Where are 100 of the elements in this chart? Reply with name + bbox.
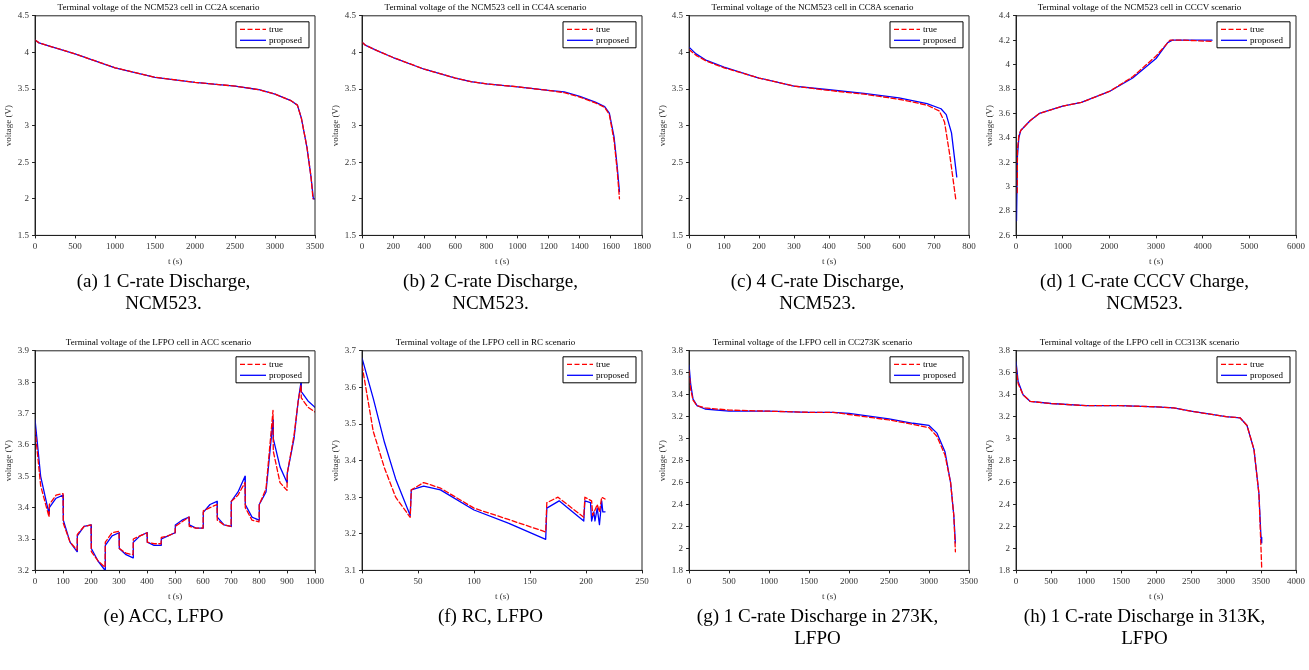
chart-title: Terminal voltage of the NCM523 cell in CC4A scenario [384, 1, 587, 12]
x-tick-label: 700 [224, 576, 239, 587]
legend-label: true [923, 358, 938, 369]
y-tick-label: 3.8 [17, 376, 30, 387]
y-tick-label: 3.1 [344, 564, 357, 575]
y-tick-label: 3.5 [344, 83, 357, 94]
x-tick-label: 500 [857, 241, 872, 252]
text: (b) 2 C-rate Discharge, NCM523. [402, 270, 579, 314]
x-tick-label: 0 [1013, 576, 1019, 587]
y-tick-label: 4.2 [998, 34, 1011, 45]
y-tick-label: 2 [678, 542, 684, 553]
legend-label: true [269, 23, 284, 34]
y-tick-label: 2.5 [17, 156, 30, 167]
x-tick-label: 400 [822, 241, 837, 252]
y-tick-label: 4 [24, 46, 30, 57]
y-tick-label: 3.6 [998, 107, 1011, 118]
x-tick-label: 1500 [800, 576, 819, 587]
y-tick-label: 3.4 [998, 132, 1011, 143]
x-tick-label: 600 [196, 576, 211, 587]
y-tick-label: 3.6 [17, 439, 30, 450]
x-tick-label: 1000 [306, 576, 325, 587]
y-tick-label: 2 [351, 193, 357, 204]
x-tick-label: 6000 [1287, 241, 1306, 252]
y-tick-label: 3.7 [17, 407, 30, 418]
chart-title: Terminal voltage of the LFPO cell in ACC scenario [65, 336, 252, 347]
x-tick-label: 2000 [1100, 241, 1119, 252]
x-tick-label: 1000 [508, 241, 528, 252]
y-tick-label: 1.5 [344, 229, 357, 240]
x-tick-label: 1000 [760, 576, 779, 587]
y-tick-label: 2 [678, 193, 684, 204]
x-tick-label: 1500 [1112, 576, 1131, 587]
y-tick-label: 2.4 [671, 498, 684, 509]
x-tick-label: 0 [1013, 241, 1019, 252]
text: (g) 1 C-rate Discharge in 273K, LFPO [695, 605, 940, 649]
y-tick-label: 3.2 [998, 411, 1011, 422]
text: (h) 1 C-rate Discharge in 313K, LFPO [1022, 605, 1267, 649]
x-tick-label: 400 [140, 576, 155, 587]
y-axis-title: voltage (V) [656, 439, 667, 482]
y-axis-title: voltage (V) [2, 104, 13, 147]
legend-label: true [269, 358, 284, 369]
y-tick-label: 3 [678, 119, 684, 130]
legend-label: proposed [1250, 34, 1284, 45]
y-tick-label: 3.2 [344, 528, 357, 539]
y-tick-label: 2.8 [671, 454, 684, 465]
legend-label: proposed [596, 369, 630, 380]
legend-label: proposed [1250, 369, 1284, 380]
y-tick-label: 2.5 [344, 156, 357, 167]
y-tick-label: 3.6 [344, 381, 357, 392]
x-tick-label: 2000 [840, 576, 859, 587]
x-axis-title: t (s) [821, 590, 837, 601]
x-tick-label: 1400 [570, 241, 590, 252]
x-tick-label: 4000 [1193, 241, 1213, 252]
x-tick-label: 3000 [1147, 241, 1166, 252]
y-tick-label: 2.2 [998, 520, 1011, 531]
x-tick-label: 400 [417, 241, 432, 252]
text: (a) 1 C-rate Discharge, NCM523. [75, 270, 252, 314]
y-tick-label: 3 [1005, 433, 1011, 443]
x-tick-label: 100 [717, 241, 732, 252]
y-tick-label: 3.5 [17, 470, 30, 481]
line-series [1016, 39, 1213, 194]
chart-title: Terminal voltage of the NCM523 cell in CC8A scenario [711, 1, 914, 12]
x-axis-title: t (s) [494, 590, 510, 601]
y-tick-label: 3.2 [998, 156, 1011, 167]
chart-title: Terminal voltage of the LFPO cell in CC313K scenario [1039, 336, 1240, 347]
y-tick-label: 2 [24, 193, 30, 204]
x-tick-label: 500 [168, 576, 183, 587]
x-tick-label: 600 [448, 241, 463, 252]
y-tick-label: 3 [351, 119, 357, 130]
x-tick-label: 100 [56, 576, 71, 587]
y-tick-label: 4 [351, 46, 357, 57]
x-axis-title: t (s) [167, 590, 183, 601]
x-axis-title: t (s) [1148, 255, 1164, 266]
y-tick-label: 4 [678, 46, 684, 57]
legend-label: proposed [923, 369, 957, 380]
legend-label: true [596, 358, 611, 369]
chart-title: Terminal voltage of the NCM523 cell in CCCV scenario [1037, 1, 1242, 12]
x-tick-label: 2500 [1182, 576, 1201, 587]
y-tick-label: 2.6 [998, 476, 1011, 487]
y-tick-label: 3.2 [671, 411, 684, 422]
x-tick-label: 200 [579, 576, 594, 587]
y-tick-label: 3.4 [998, 389, 1011, 400]
x-tick-label: 900 [280, 576, 295, 587]
text: (d) 1 C-rate CCCV Charge, NCM523. [1039, 270, 1250, 314]
x-tick-label: 0 [359, 576, 365, 587]
x-tick-label: 600 [892, 241, 907, 252]
y-axis-title: voltage (V) [656, 104, 667, 147]
x-tick-label: 2500 [226, 241, 245, 252]
x-tick-label: 1000 [1077, 576, 1096, 587]
y-tick-label: 3.8 [998, 345, 1011, 356]
y-axis-title: voltage (V) [2, 439, 13, 482]
y-tick-label: 3.3 [17, 533, 30, 544]
legend-label: proposed [269, 369, 303, 380]
y-tick-label: 4.5 [17, 10, 30, 21]
x-tick-label: 500 [68, 241, 83, 252]
y-tick-label: 1.5 [17, 229, 30, 240]
legend-label: proposed [923, 34, 957, 45]
y-tick-label: 2.5 [671, 156, 684, 167]
x-tick-label: 50 [413, 576, 424, 587]
y-tick-label: 2.8 [998, 205, 1011, 216]
y-tick-label: 3.4 [344, 454, 357, 465]
